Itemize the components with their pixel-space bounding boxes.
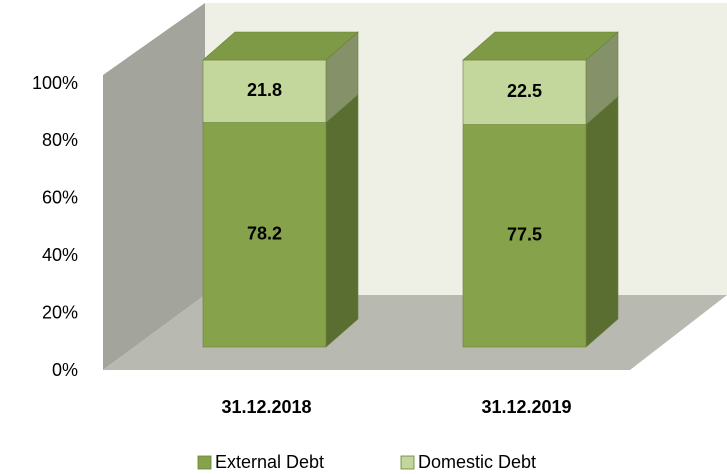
bar-side (325, 93, 359, 348)
y-tick-label: 80% (42, 130, 78, 150)
y-tick-label: 40% (42, 245, 78, 265)
y-tick-label: 20% (42, 302, 78, 322)
data-label: 21.8 (247, 80, 282, 100)
bar (462, 124, 587, 348)
legend-swatch (197, 455, 212, 470)
bar (202, 122, 327, 348)
data-label: 78.2 (247, 224, 282, 244)
bar (202, 59, 327, 123)
side-wall (103, 3, 205, 370)
bar (462, 59, 587, 125)
x-tick-label: 31.12.2019 (481, 397, 571, 417)
y-tick-label: 0% (52, 360, 78, 380)
legend-label: External Debt (215, 452, 324, 472)
data-label: 77.5 (507, 225, 542, 245)
y-tick-label: 100% (32, 73, 78, 93)
bar-side (585, 95, 619, 348)
legend-swatch (400, 455, 415, 470)
x-tick-label: 31.12.2018 (221, 397, 311, 417)
floor (103, 295, 727, 370)
legend-label: Domestic Debt (418, 452, 536, 472)
data-label: 22.5 (507, 81, 542, 101)
bar-top (202, 31, 359, 61)
y-tick-label: 60% (42, 188, 78, 208)
bar-top (462, 31, 619, 61)
